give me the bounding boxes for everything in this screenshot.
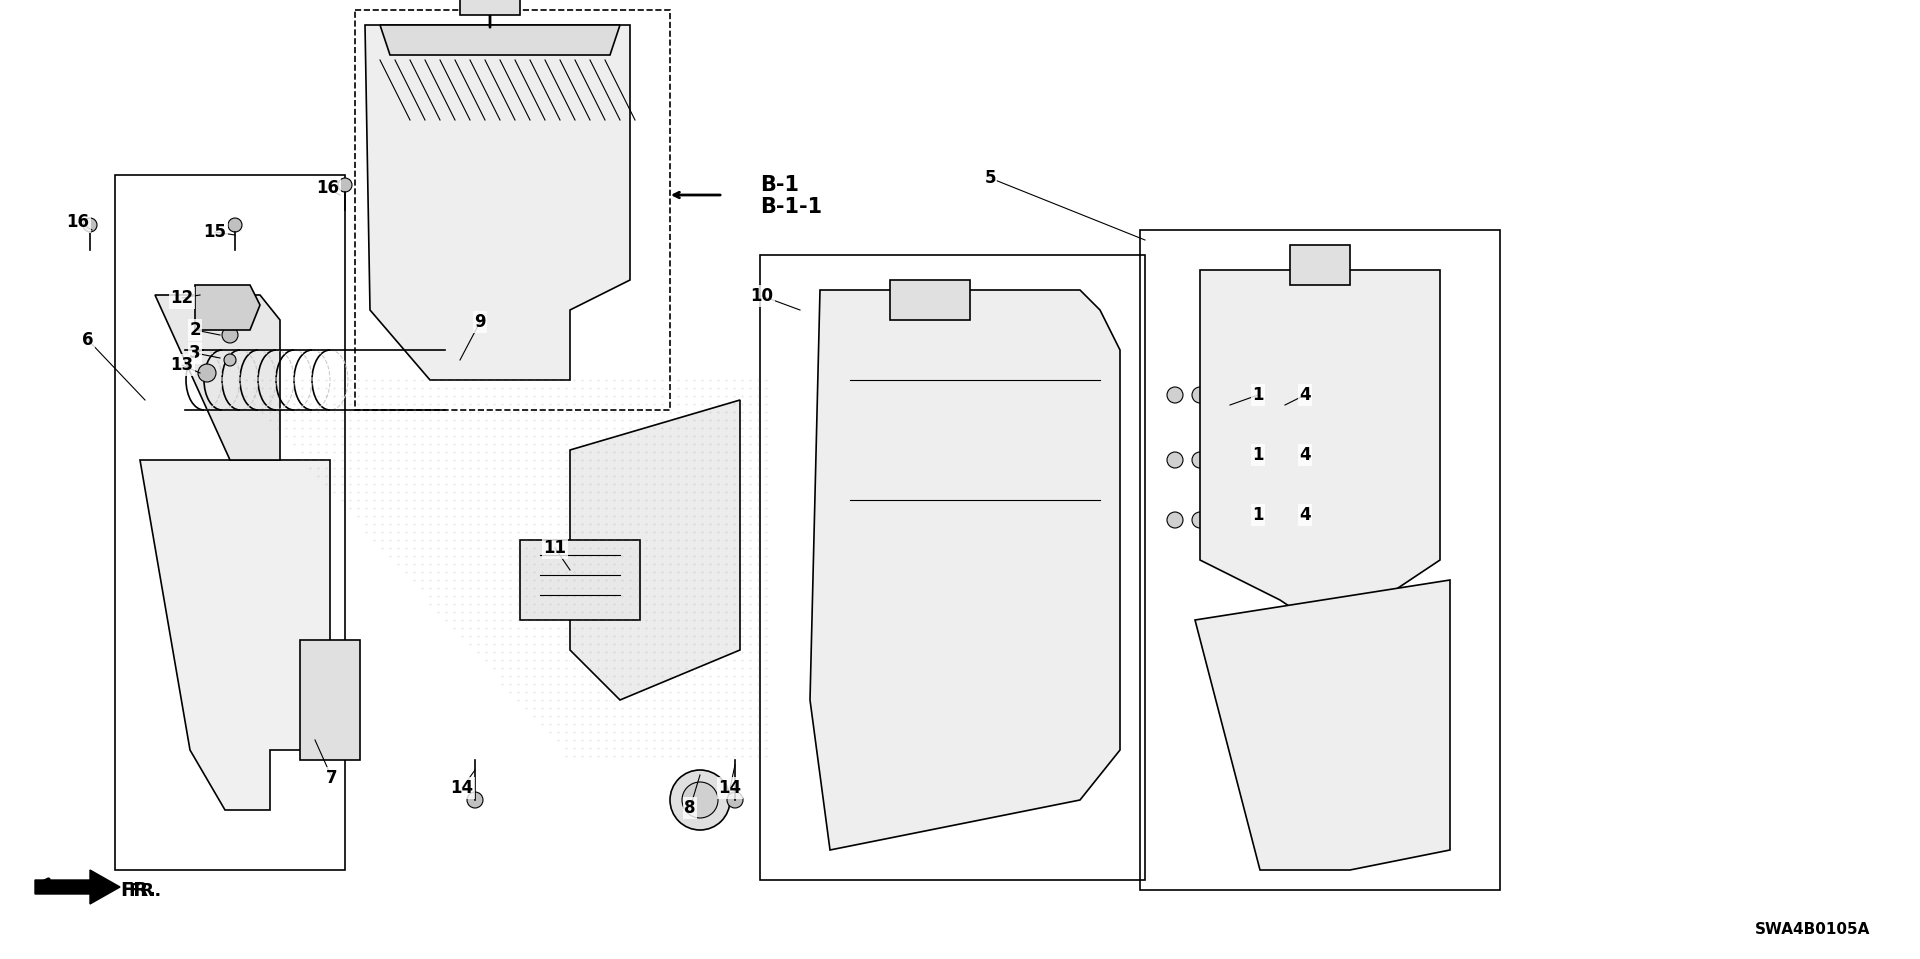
Bar xyxy=(1140,230,1500,890)
Circle shape xyxy=(1167,387,1183,403)
Circle shape xyxy=(467,792,484,808)
Bar xyxy=(760,255,1144,880)
Text: B-1: B-1 xyxy=(760,175,799,195)
Circle shape xyxy=(1192,452,1208,468)
Circle shape xyxy=(338,178,351,192)
Circle shape xyxy=(223,327,238,343)
Text: 1: 1 xyxy=(1252,446,1263,464)
Polygon shape xyxy=(140,460,330,810)
Text: 8: 8 xyxy=(684,799,695,817)
Text: B-1-1: B-1-1 xyxy=(760,197,822,217)
Text: 10: 10 xyxy=(751,287,774,305)
Circle shape xyxy=(728,792,743,808)
Polygon shape xyxy=(156,295,280,460)
Text: 4: 4 xyxy=(1300,506,1311,524)
Circle shape xyxy=(225,354,236,366)
Bar xyxy=(115,175,346,870)
Text: 16: 16 xyxy=(317,179,340,197)
Circle shape xyxy=(682,782,718,818)
Text: 4: 4 xyxy=(1300,386,1311,404)
Polygon shape xyxy=(300,640,361,760)
Polygon shape xyxy=(196,285,259,330)
Circle shape xyxy=(228,218,242,232)
Text: 1: 1 xyxy=(1252,506,1263,524)
Text: 6: 6 xyxy=(83,331,94,349)
Bar xyxy=(461,0,520,15)
Polygon shape xyxy=(1200,270,1440,640)
Text: 7: 7 xyxy=(326,769,338,787)
Circle shape xyxy=(670,770,730,830)
Text: 1: 1 xyxy=(1252,386,1263,404)
Text: 2: 2 xyxy=(190,321,202,339)
Text: 4: 4 xyxy=(1300,446,1311,464)
Text: 14: 14 xyxy=(718,779,741,797)
Text: 5: 5 xyxy=(985,169,996,187)
Text: 16: 16 xyxy=(67,213,90,231)
Circle shape xyxy=(1167,512,1183,528)
Circle shape xyxy=(1192,387,1208,403)
Text: FR.: FR. xyxy=(129,882,161,900)
Polygon shape xyxy=(1194,580,1450,870)
Bar xyxy=(1290,245,1350,285)
Text: 3: 3 xyxy=(190,344,202,362)
Text: SWA4B0105A: SWA4B0105A xyxy=(1755,923,1870,938)
Bar xyxy=(355,10,670,410)
Circle shape xyxy=(1192,512,1208,528)
Bar xyxy=(891,280,970,320)
Text: 13: 13 xyxy=(171,356,194,374)
Text: FR.: FR. xyxy=(119,880,156,900)
Circle shape xyxy=(198,364,215,382)
Text: 14: 14 xyxy=(451,779,474,797)
Polygon shape xyxy=(380,25,620,55)
Polygon shape xyxy=(570,400,739,700)
Text: 12: 12 xyxy=(171,289,194,307)
Polygon shape xyxy=(520,540,639,620)
Text: 11: 11 xyxy=(543,539,566,557)
Polygon shape xyxy=(810,290,1119,850)
Circle shape xyxy=(1167,452,1183,468)
Circle shape xyxy=(83,218,98,232)
Text: 9: 9 xyxy=(474,313,486,331)
Polygon shape xyxy=(365,25,630,380)
Polygon shape xyxy=(35,870,119,904)
Text: 15: 15 xyxy=(204,223,227,241)
